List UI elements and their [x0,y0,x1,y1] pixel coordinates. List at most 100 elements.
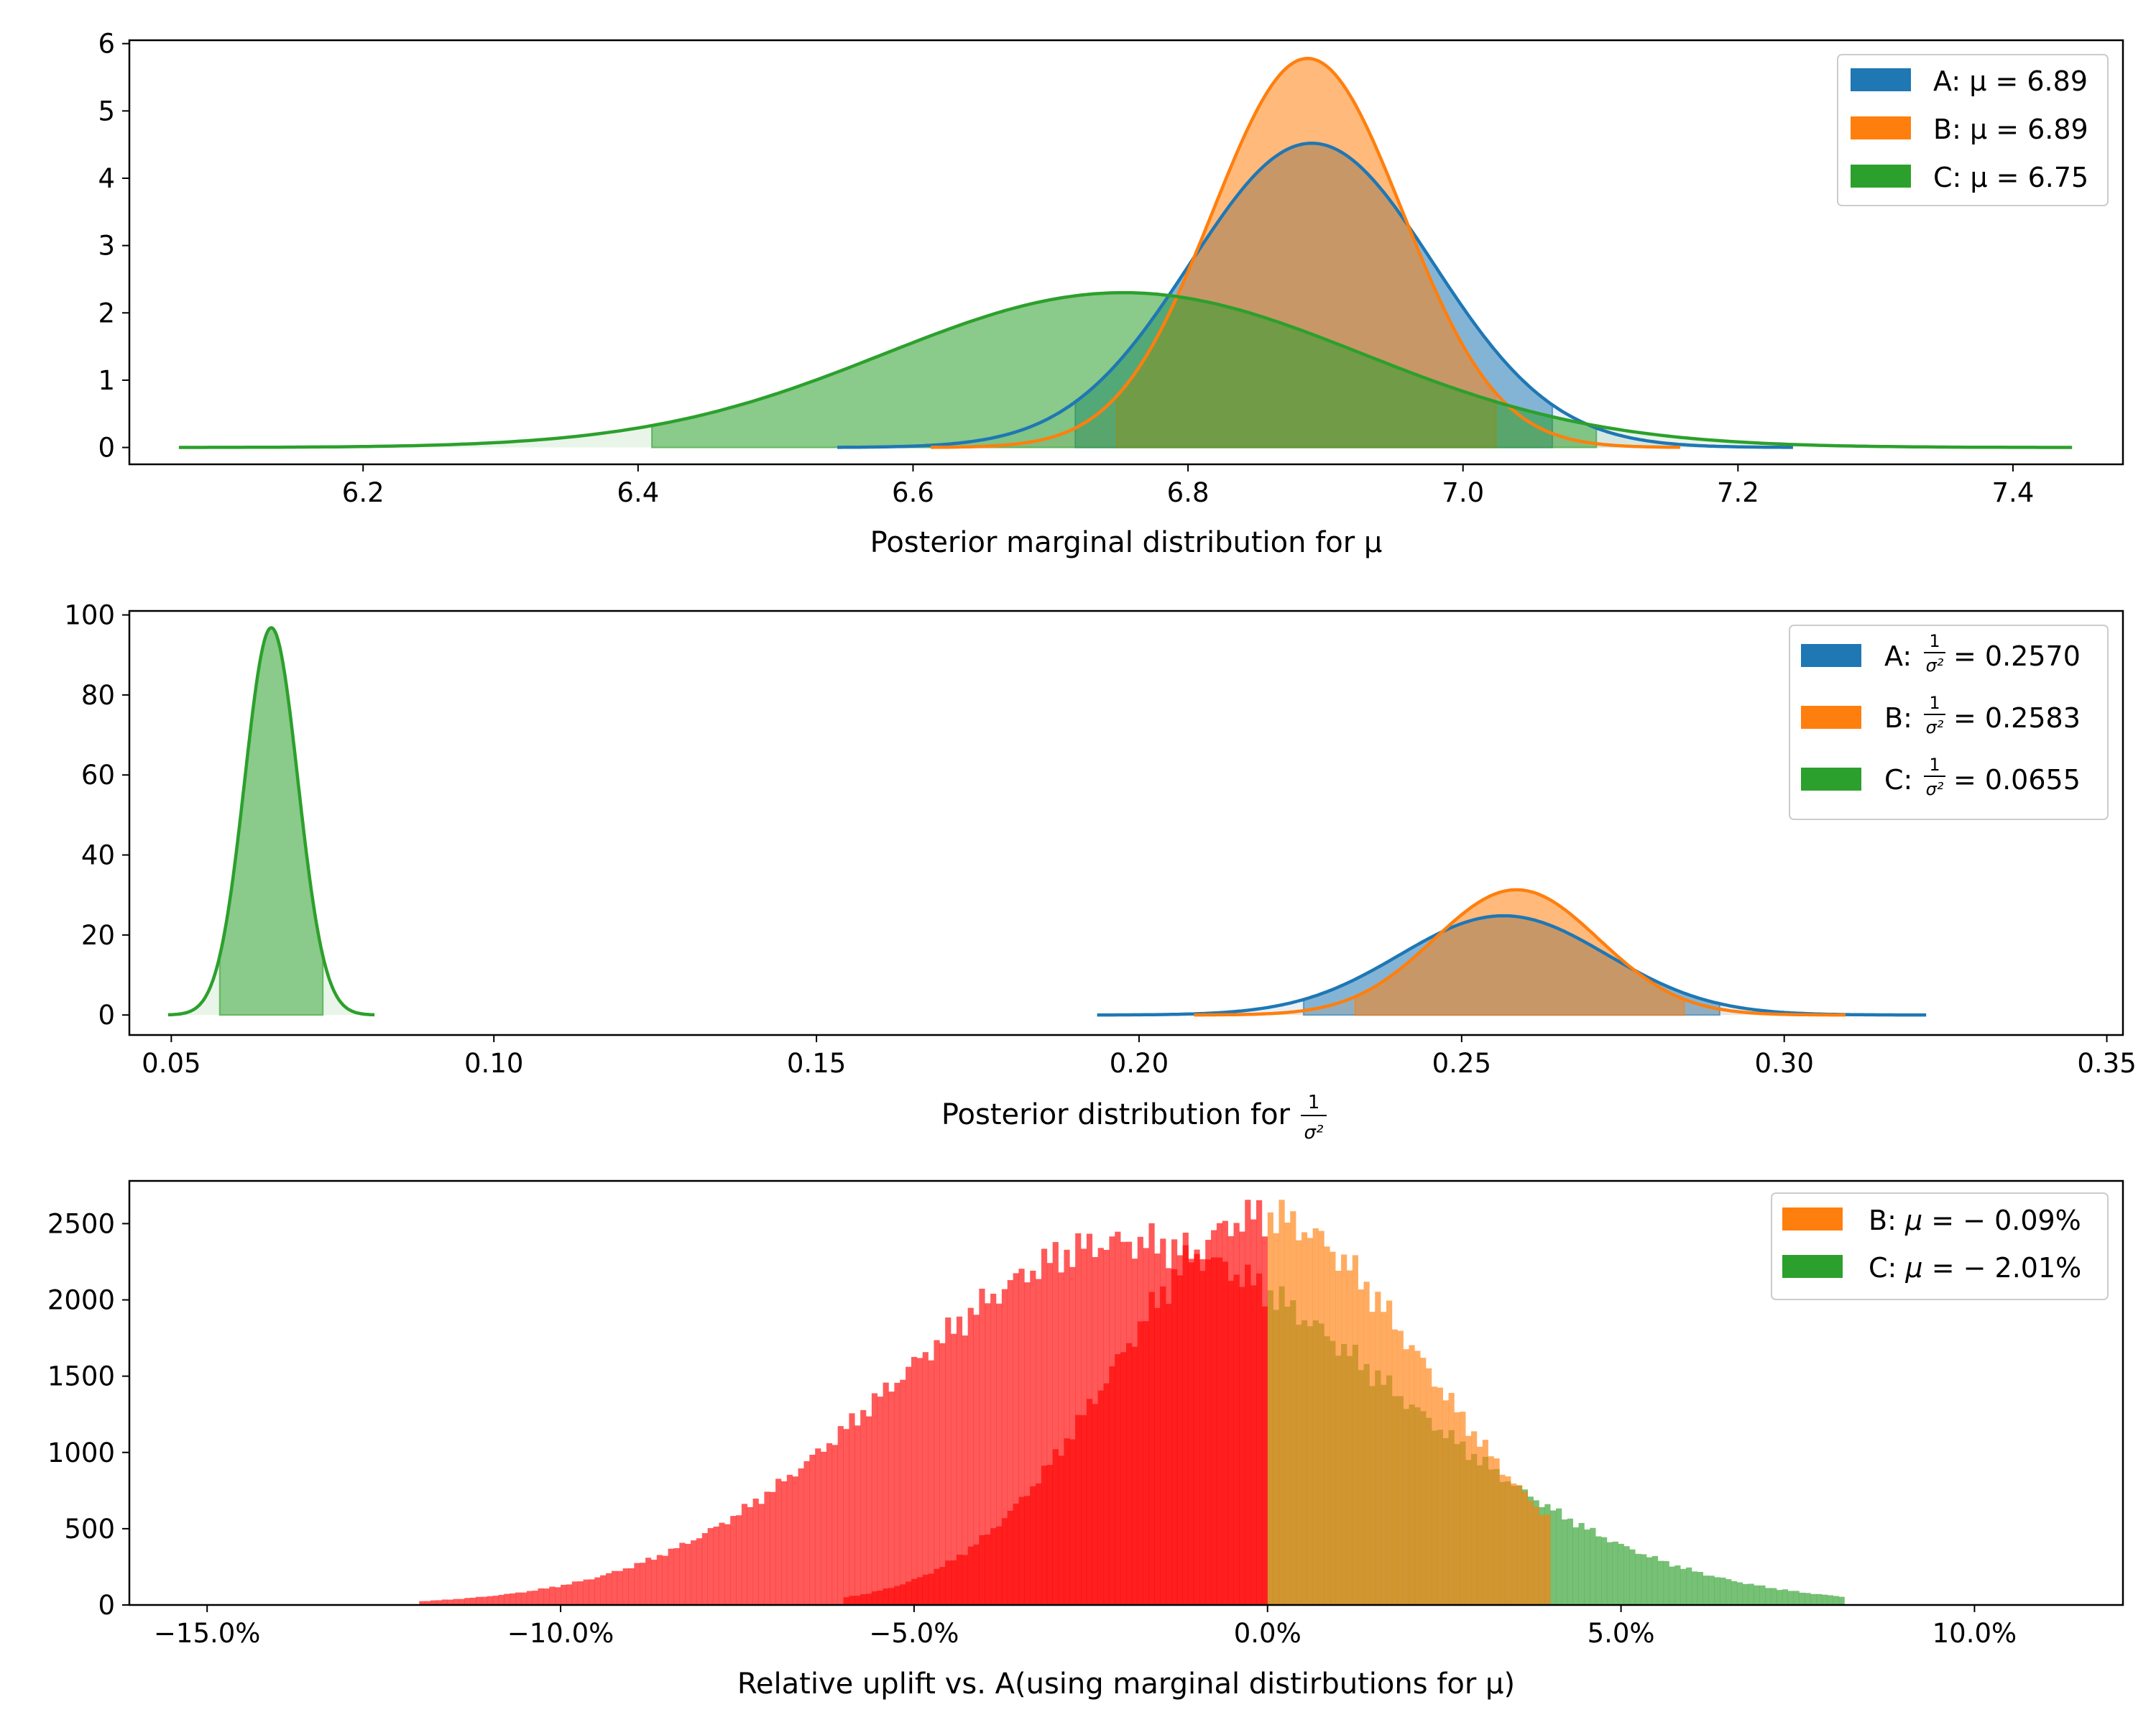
y-tick-label: 0 [98,433,115,464]
hist-bar [532,1591,538,1605]
hist-bar [481,1596,488,1605]
hist-bar [566,1584,573,1605]
hist-bar [561,1584,567,1605]
hist-bar [752,1499,759,1605]
hist-bar [1787,1591,1794,1605]
hist-bar [815,1448,821,1605]
hist-bar [679,1542,686,1605]
hist-bar [447,1599,453,1605]
hist-bar [831,1445,838,1605]
hist-bar [1001,1518,1008,1605]
x-tick-label: 7.4 [1992,477,2035,508]
hist-bar [1267,1212,1273,1605]
hist-bar [1742,1583,1749,1605]
hist-bar [510,1593,516,1605]
hist-bar [628,1568,635,1605]
x-tick-label: 0.30 [1754,1048,1813,1079]
hist-bar [1629,1549,1636,1605]
hist-bar [1754,1585,1760,1605]
uplift-panel: −15.0% −10.0% −5.0% 0.0% 5.0% 10.0% 0 500 1000 15… [47,1179,2124,1701]
hist-bar [1391,1329,1399,1605]
legend-a-mu: A: μ = 6.89 [1933,65,2088,97]
hist-bar [990,1528,997,1605]
hist-bar [1482,1440,1488,1605]
hist-bar [1013,1503,1019,1605]
hist-bar [611,1570,618,1605]
hist-bar [1375,1292,1381,1605]
hist-bar [1409,1345,1415,1605]
hist-bar [1511,1483,1517,1605]
hist-bar [956,1316,963,1605]
svg-text:A:: A: [1884,640,1912,672]
legend-swatch-b [1782,1208,1843,1230]
y-tick-label: 40 [81,840,115,871]
hist-bar [713,1526,719,1605]
y-tick-label: 1 [98,365,115,396]
hist-bar [571,1581,578,1605]
hist-bar [577,1581,584,1605]
hist-bar [685,1543,691,1605]
hist-bar [1301,1232,1308,1605]
density-line-a [837,142,1793,449]
hist-bar [1601,1537,1608,1605]
hist-bar [1092,1404,1098,1605]
hist-bar [645,1558,652,1605]
y-tick-label: 100 [64,600,115,631]
hist-bar [650,1560,658,1605]
y-tick-label: 6 [98,29,115,60]
hist-bar [1227,1236,1234,1605]
hist-bar [1296,1240,1302,1605]
legend-swatch-c [1801,768,1861,791]
hist-bar [1838,1596,1845,1605]
hist-bar [1171,1269,1178,1605]
hist-bar [1245,1200,1251,1605]
mu-panel-frame [128,39,2124,466]
hist-bar [1550,1510,1557,1605]
hist-bar [1460,1412,1466,1605]
svg-text:1: 1 [1929,693,1940,713]
hist-bar [1154,1307,1161,1605]
hist-bar [928,1573,934,1605]
hist-bar [1821,1594,1828,1605]
x-tick-label: 0.35 [2077,1048,2136,1079]
y-tick-label: 1000 [47,1438,115,1468]
hist-bar [1697,1572,1703,1605]
hist-bar [1731,1581,1738,1605]
svg-text:B: μ = − 0.09%: B: μ = − 0.09% [1869,1205,2081,1236]
hist-bar [1776,1590,1783,1605]
legend-a-precision: = 0.2570 [1953,640,2081,672]
hist-bar [1578,1522,1585,1605]
hist-bar [1516,1485,1523,1605]
y-tick-label: 3 [98,231,115,262]
hist-bar [871,1591,878,1605]
hist-bar [622,1568,629,1605]
hist-bar [922,1352,929,1605]
hist-bar [1335,1271,1342,1605]
hist-bar [945,1317,952,1605]
y-tick-label: 2 [98,298,115,328]
y-tick-label: 2000 [47,1285,115,1316]
hist-bar [1771,1588,1777,1605]
hist-bar [1216,1223,1223,1605]
hist-bar [1420,1358,1427,1605]
hist-bar [1505,1476,1511,1605]
hist-bar [1748,1583,1754,1605]
hist-bar [747,1506,753,1605]
hist-bar [916,1358,923,1605]
precision-panel: 0.05 0.10 0.15 0.20 0.25 0.30 0.35 0 20 40 60 80 100… [64,600,2136,1144]
hist-bar [1635,1553,1641,1605]
legend-c-uplift: = − 2.01% [1932,1252,2082,1284]
legend-swatch-b [1801,706,1861,729]
hist-bar [1120,1352,1127,1605]
svg-text:σ²: σ² [1926,656,1944,676]
hist-bar [600,1575,607,1605]
hist-bar [1143,1321,1149,1605]
legend-c-mu: C: μ = 6.75 [1933,162,2088,193]
hist-bar [1612,1541,1618,1605]
hist-bar [1318,1230,1325,1605]
hist-bar [1726,1579,1732,1605]
hist-bar [877,1590,883,1605]
x-tick-label: 0.25 [1432,1048,1491,1079]
hist-bar [1674,1565,1681,1605]
